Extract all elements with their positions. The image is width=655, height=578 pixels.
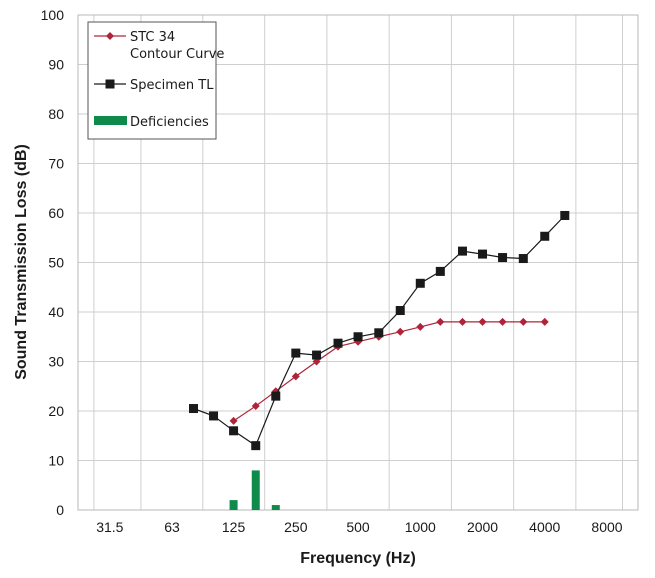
x-tick-label: 4000: [529, 519, 560, 535]
contour-point: [396, 327, 405, 336]
x-tick-label: 8000: [591, 519, 622, 535]
legend-marker-diamond: [106, 32, 114, 40]
specimen-point: [415, 278, 425, 288]
specimen-point: [518, 254, 528, 264]
specimen-point: [540, 231, 550, 241]
specimen-point: [478, 249, 488, 259]
specimen-point: [395, 306, 405, 316]
specimen-point: [374, 328, 384, 338]
specimen-point: [435, 266, 445, 276]
y-tick-label: 10: [48, 453, 64, 469]
deficiency-bar: [271, 505, 280, 510]
contour-point: [251, 402, 260, 411]
specimen-point: [229, 426, 239, 436]
x-tick-labels: 31.5 63 125 250 500 1000 2000 4000 8000: [96, 519, 623, 535]
series-line-0: [233, 321, 545, 422]
legend-marker-square: [105, 79, 115, 89]
y-tick-label: 60: [48, 205, 64, 221]
deficiency-bar: [251, 470, 260, 510]
contour-point: [229, 416, 238, 425]
legend-label: Contour Curve: [130, 47, 224, 62]
specimen-point: [333, 338, 343, 348]
specimen-point: [353, 332, 363, 342]
legend-swatch-deficiencies: [94, 116, 127, 125]
y-tick-label: 70: [48, 156, 64, 172]
x-axis-title: Frequency (Hz): [300, 550, 416, 567]
plot-area: [77, 14, 639, 511]
specimen-point: [312, 350, 322, 360]
deficiency-bars: [229, 470, 280, 510]
contour-point: [519, 317, 528, 326]
specimen-point: [271, 391, 281, 401]
y-tick-label: 20: [48, 403, 64, 419]
y-tick-labels: 0 10 20 30 40 50 60 70 80 90 100: [41, 7, 65, 518]
contour-point: [540, 317, 549, 326]
y-tick-label: 80: [48, 106, 64, 122]
specimen-point: [189, 404, 199, 414]
specimen-point: [457, 246, 467, 256]
x-tick-label: 250: [284, 519, 308, 535]
y-tick-label: 90: [48, 57, 64, 73]
y-tick-label: 30: [48, 354, 64, 370]
specimen-point: [251, 441, 261, 451]
x-tick-label: 1000: [405, 519, 436, 535]
contour-point: [458, 317, 467, 326]
contour-point: [498, 317, 507, 326]
y-tick-label: 100: [41, 7, 65, 23]
series-lines: [189, 210, 570, 451]
x-tick-label: 2000: [467, 519, 498, 535]
specimen-point: [560, 210, 570, 220]
x-tick-label: 31.5: [96, 519, 123, 535]
y-tick-label: 40: [48, 304, 64, 320]
x-tick-label: 63: [164, 519, 180, 535]
y-tick-label: 50: [48, 255, 64, 271]
legend-label: STC 34: [130, 30, 175, 45]
legend: STC 34 Contour Curve Specimen TL Deficienci…: [87, 21, 224, 140]
x-tick-label: 125: [222, 519, 246, 535]
deficiency-bar: [229, 500, 238, 510]
legend-label: Deficiencies: [130, 115, 209, 130]
contour-point: [416, 322, 425, 331]
contour-point: [291, 372, 300, 381]
y-tick-label: 0: [56, 502, 64, 518]
specimen-point: [209, 411, 219, 421]
specimen-point: [498, 253, 508, 263]
y-axis-title: Sound Transmission Loss (dB): [13, 144, 30, 380]
contour-point: [436, 317, 445, 326]
contour-point: [478, 317, 487, 326]
specimen-point: [291, 348, 301, 358]
legend-label: Specimen TL: [130, 78, 214, 93]
x-tick-label: 500: [346, 519, 370, 535]
